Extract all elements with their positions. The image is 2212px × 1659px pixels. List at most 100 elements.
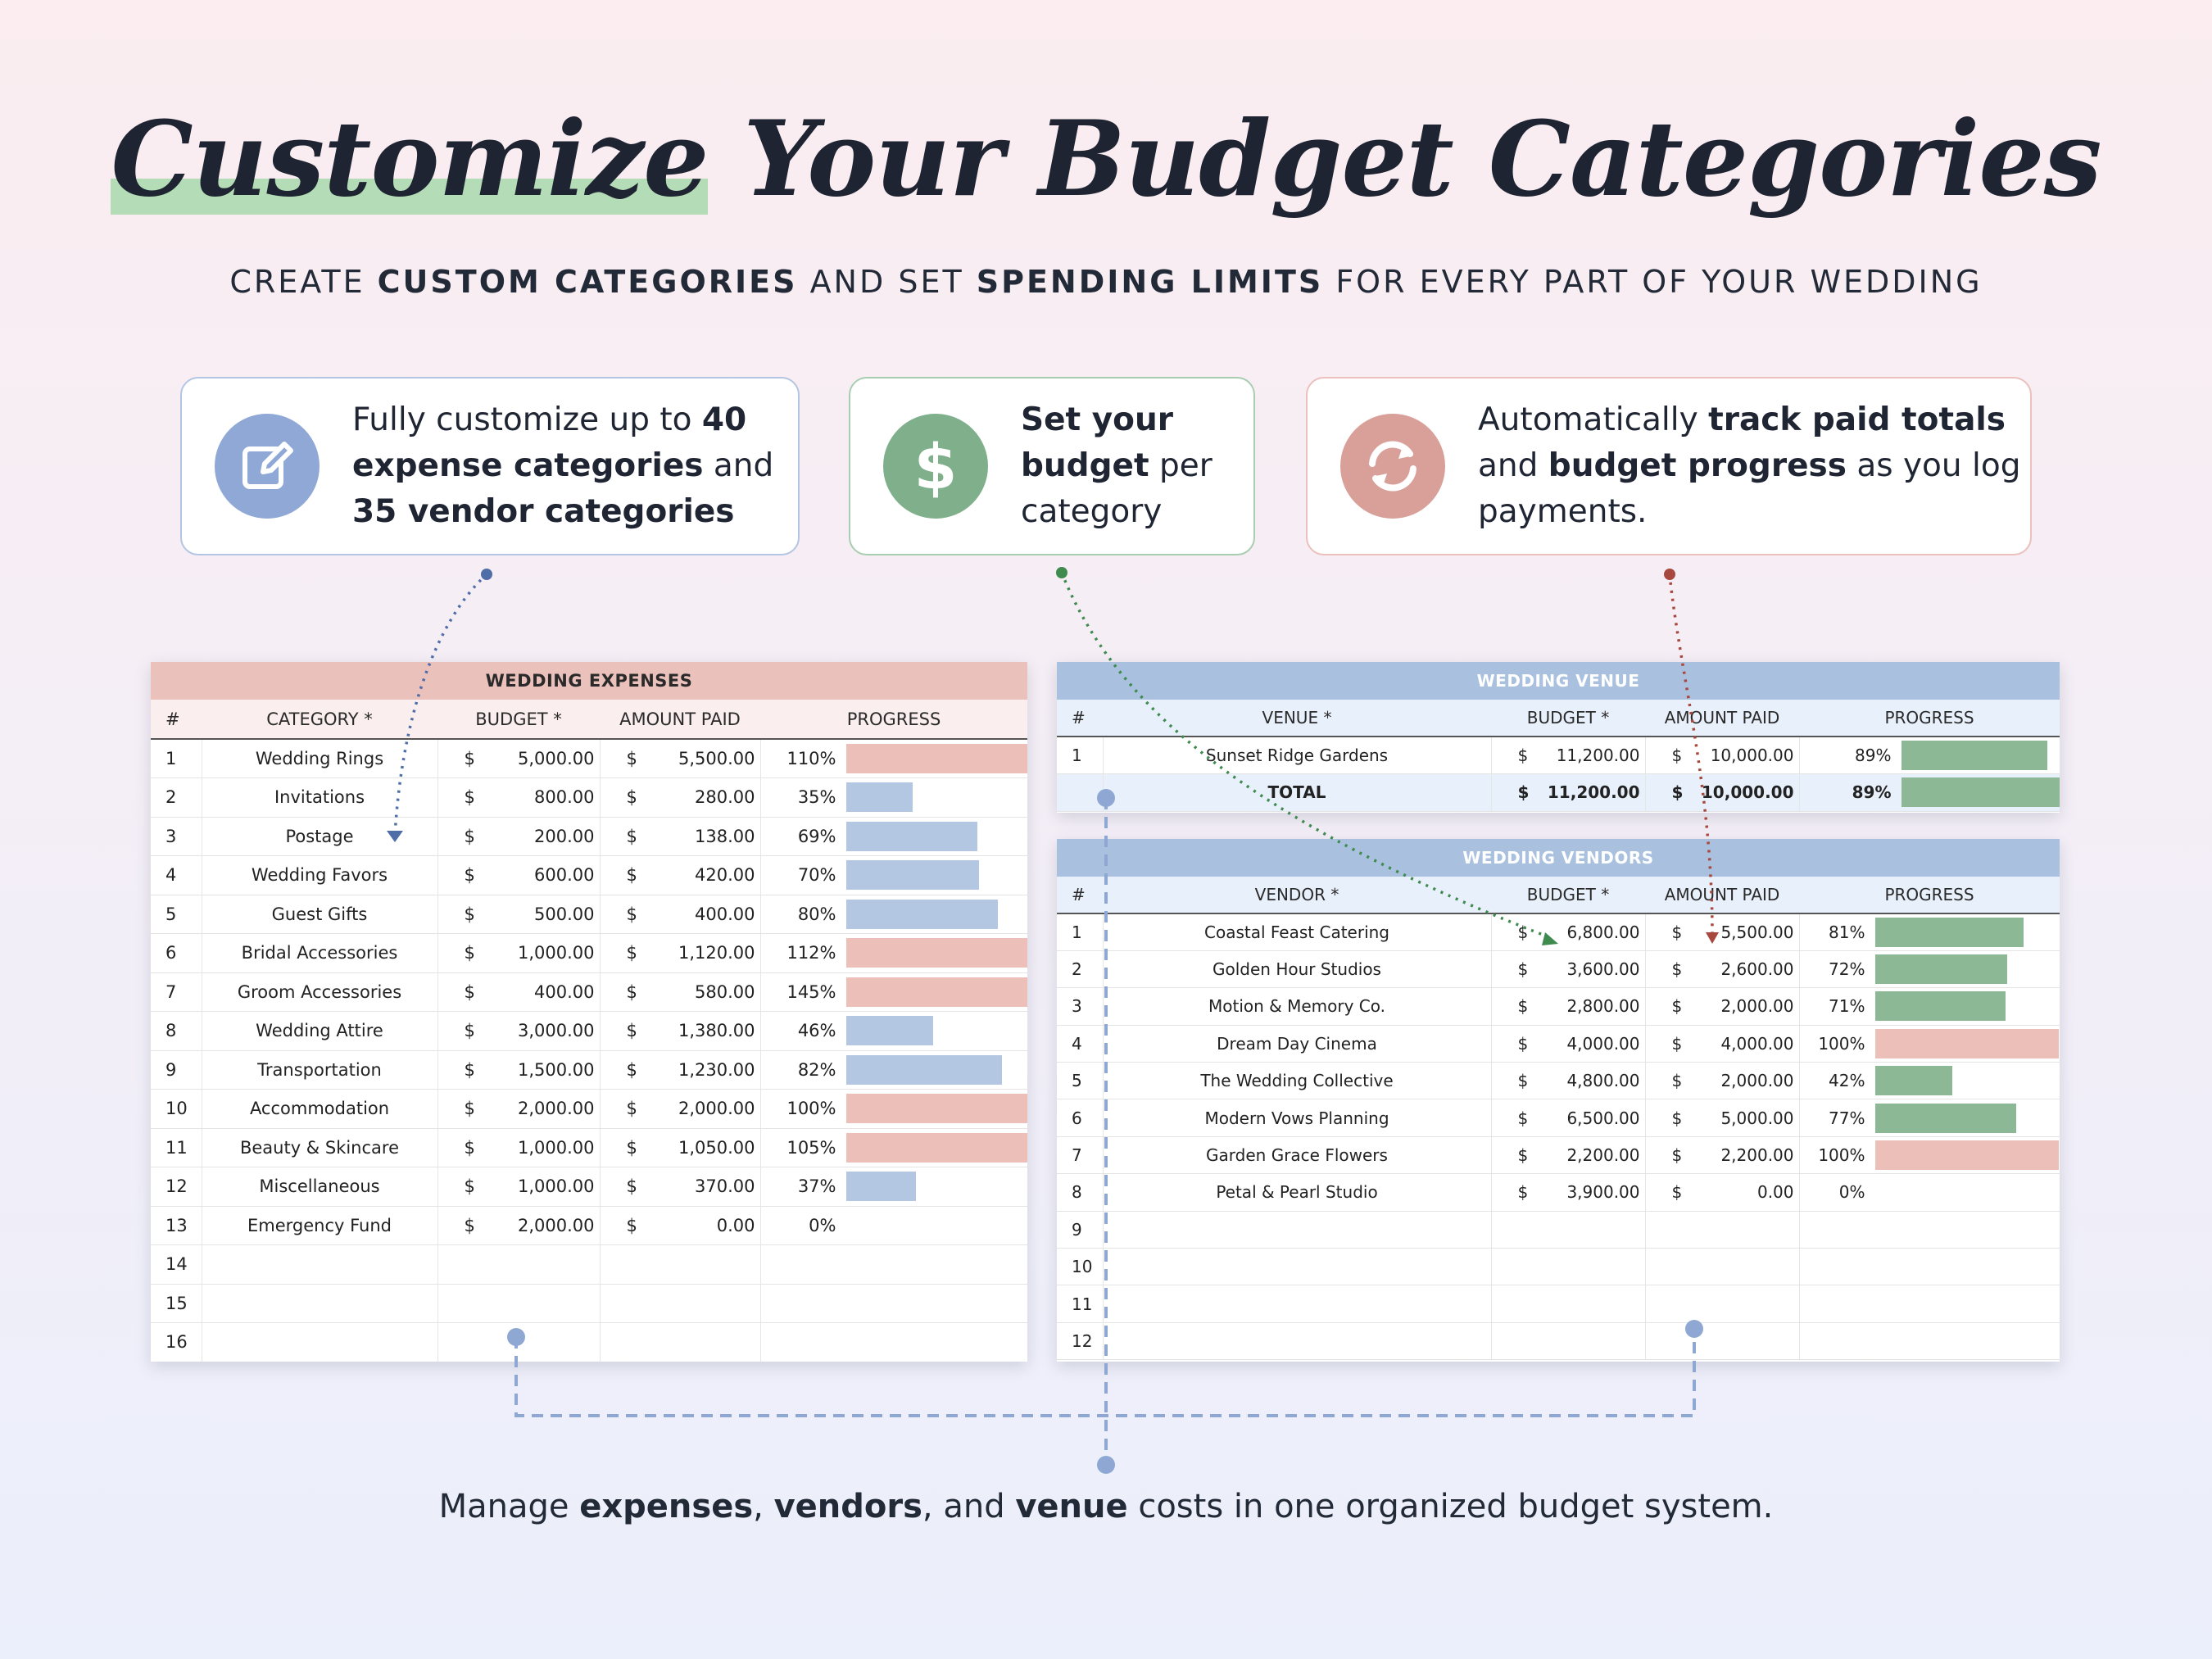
amount-value: 6,800.00: [1566, 922, 1640, 942]
currency-symbol: $: [1671, 1108, 1683, 1128]
progress-bar: [845, 782, 913, 813]
table-row: 15: [151, 1284, 1027, 1323]
progress-cell: [1798, 1211, 2060, 1249]
amount-value: 800.00: [534, 787, 595, 808]
amount-cell: $5,000.00: [437, 739, 600, 778]
row-number: 7: [151, 972, 202, 1012]
progress-cell: 110%: [759, 739, 1027, 778]
column-header: BUDGET *: [1491, 877, 1645, 914]
progress-bar: [845, 1172, 917, 1202]
progress-cell: [1798, 1285, 2060, 1323]
total-row: TOTAL $11,200.00 $10,000.00 89%: [1057, 773, 2060, 812]
currency-symbol: $: [464, 904, 475, 924]
row-name: Wedding Favors: [201, 855, 437, 895]
currency-symbol: $: [1671, 745, 1683, 765]
feature-card-budget: $ Set your budget per category: [849, 377, 1255, 555]
table-row: 13 Emergency Fund $2,000.00 $0.00 0%: [151, 1206, 1027, 1245]
currency-symbol: $: [1517, 1145, 1529, 1166]
table-row: 1 Wedding Rings $5,000.00 $5,500.00 110%: [151, 739, 1027, 778]
table-row: 8 Wedding Attire $3,000.00 $1,380.00 46%: [151, 1011, 1027, 1051]
progress-cell: 89%: [1798, 737, 2060, 774]
currency-symbol: $: [1517, 745, 1529, 765]
feature-text: Fully customize up to 40 expense categor…: [352, 401, 774, 530]
column-header: AMOUNT PAID: [1645, 877, 1799, 914]
row-number: 15: [151, 1284, 202, 1323]
table-title: WEDDING VENDORS: [1057, 839, 2060, 877]
amount-value: 1,230.00: [678, 1059, 755, 1080]
amount-cell: $1,230.00: [599, 1050, 760, 1090]
amount-value: 500.00: [534, 904, 595, 924]
currency-symbol: $: [626, 1176, 637, 1197]
amount-cell: [1490, 1285, 1645, 1323]
table-row: 12 Miscellaneous $1,000.00 $370.00 37%: [151, 1167, 1027, 1207]
amount-value: 2,000.00: [678, 1099, 755, 1119]
table-row: 4 Wedding Favors $600.00 $420.00 70%: [151, 855, 1027, 895]
amount-value: 1,380.00: [678, 1021, 755, 1041]
amount-cell: $4,000.00: [1490, 1025, 1645, 1063]
progress-cell: 145%: [759, 972, 1027, 1012]
progress-bar: [1874, 1103, 2016, 1133]
amount-cell: $2,000.00: [437, 1089, 600, 1129]
amount-cell: $6,500.00: [1490, 1099, 1645, 1137]
progress-bar: [1874, 1140, 2059, 1171]
row-name: Accommodation: [201, 1089, 437, 1129]
amount-cell: $2,000.00: [599, 1089, 760, 1129]
row-number: 11: [151, 1128, 202, 1167]
amount-cell: [1490, 1211, 1645, 1249]
progress-cell: 80%: [759, 895, 1027, 934]
column-header: #: [1057, 877, 1103, 914]
progress-percent: 77%: [1829, 1108, 1865, 1128]
amount-value: 1,000.00: [517, 943, 595, 963]
row-number: 9: [1057, 1211, 1103, 1249]
feature-card-tracking: Automatically track paid totals and budg…: [1306, 377, 2032, 555]
row-number: 6: [151, 933, 202, 973]
progress-cell: 89%: [1798, 773, 2060, 812]
dollar-icon: $: [883, 414, 988, 519]
subtitle-text: FOR EVERY PART OF YOUR WEDDING: [1323, 264, 1983, 300]
amount-value: 200.00: [534, 826, 595, 846]
total-spacer: [1057, 773, 1103, 812]
row-number: 12: [1057, 1322, 1103, 1361]
amount-cell: $1,000.00: [437, 1128, 600, 1167]
amount-cell: $2,600.00: [1644, 950, 1799, 989]
row-number: 8: [1057, 1173, 1103, 1212]
row-name: Miscellaneous: [201, 1167, 437, 1207]
row-name: [1102, 1211, 1491, 1249]
progress-cell: 42%: [1798, 1062, 2060, 1100]
currency-symbol: $: [464, 1059, 475, 1080]
currency-symbol: $: [1517, 959, 1529, 980]
amount-value: 4,000.00: [1720, 1033, 1794, 1054]
row-name: Coastal Feast Catering: [1102, 913, 1491, 951]
amount-cell: $0.00: [599, 1206, 760, 1245]
table-title: WEDDING VENUE: [1057, 662, 2060, 700]
amount-value: 11,200.00: [1547, 782, 1640, 802]
progress-percent: 89%: [1855, 745, 1892, 765]
column-header: #: [1057, 700, 1103, 737]
amount-cell: $800.00: [437, 777, 600, 818]
amount-value: 11,200.00: [1556, 745, 1640, 765]
feature-text: Automatically track paid totals and budg…: [1478, 401, 2021, 530]
row-name: Motion & Memory Co.: [1102, 987, 1491, 1026]
progress-percent: 80%: [797, 904, 836, 924]
column-header: BUDGET *: [437, 700, 600, 740]
row-number: 14: [151, 1244, 202, 1285]
progress-bar: [845, 744, 1027, 773]
progress-cell: 0%: [759, 1206, 1027, 1245]
column-header: PROGRESS: [1799, 877, 2060, 914]
amount-value: 1,120.00: [678, 943, 755, 963]
amount-cell: $10,000.00: [1644, 737, 1799, 774]
amount-cell: $3,000.00: [437, 1011, 600, 1051]
row-number: 10: [1057, 1248, 1103, 1286]
subtitle-text: CREATE: [229, 264, 378, 300]
currency-symbol: $: [626, 749, 637, 768]
amount-value: 5,500.00: [1720, 922, 1794, 942]
amount-value: 3,000.00: [517, 1021, 595, 1041]
currency-symbol: $: [626, 981, 637, 1002]
amount-value: 5,000.00: [1720, 1108, 1794, 1128]
amount-cell: $1,500.00: [437, 1050, 600, 1090]
currency-symbol: $: [1671, 922, 1683, 942]
row-name: Beauty & Skincare: [201, 1128, 437, 1167]
amount-cell: $2,000.00: [437, 1206, 600, 1245]
progress-cell: 0%: [1798, 1173, 2060, 1212]
row-number: 1: [1057, 737, 1103, 774]
